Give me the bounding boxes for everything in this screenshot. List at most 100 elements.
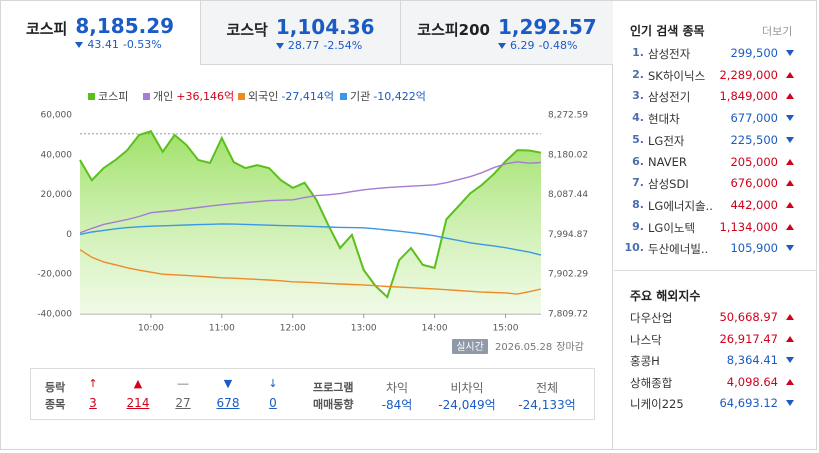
program-name: 비차익 <box>450 381 484 395</box>
y2-tick-label: 7,809.72 <box>548 310 588 320</box>
world-arrow <box>786 314 794 320</box>
tab-change: 6.29 <box>510 39 535 52</box>
index-tab[interactable]: 코스닥 1,104.36 28.77 -2.54% <box>200 0 400 65</box>
program-label: 매매동향 <box>313 398 354 411</box>
tab-value: 8,185.29 <box>75 14 175 38</box>
badge: 실시간 <box>456 341 484 353</box>
state: 장마감 <box>556 341 584 353</box>
legend-net: -10,422억 <box>373 90 426 103</box>
x-tick-label: 12:00 <box>280 324 306 334</box>
world-arrow <box>786 378 794 385</box>
stock-arrow <box>786 50 794 56</box>
world-name[interactable]: 상해종합 <box>630 375 673 390</box>
y-tick-label: -20,000 <box>37 270 72 280</box>
breadth-icon: ― <box>177 377 189 390</box>
legend-name: 외국인 <box>248 90 278 103</box>
index-tab[interactable]: 코스피 8,185.29 43.41 -0.53% <box>0 0 200 65</box>
y-tick-label: -40,000 <box>37 310 72 320</box>
stock-price: 205,000 <box>730 154 778 169</box>
tab-arrow <box>498 42 506 49</box>
tab-change: 28.77 <box>287 39 320 52</box>
series-line <box>79 161 542 234</box>
world-name[interactable]: 나스닥 <box>630 332 662 347</box>
breadth-count[interactable]: 0 <box>269 396 277 410</box>
stock-name[interactable]: 삼성전기 <box>648 90 691 105</box>
stock-name[interactable]: 삼성SDI <box>648 177 689 192</box>
kospi-area <box>80 131 541 314</box>
y2-tick-label: 8,087.44 <box>548 190 588 200</box>
breadth-count[interactable]: 678 <box>216 396 240 410</box>
stock-name[interactable]: 두산에너빌.. <box>648 242 709 257</box>
breadth-count[interactable]: 27 <box>175 396 191 410</box>
breadth-label: 등락 <box>45 381 66 394</box>
world-value: 8,364.41 <box>726 353 778 367</box>
tab-arrow <box>275 42 284 49</box>
world-arrow <box>786 357 794 363</box>
world-name[interactable]: 니케이225 <box>630 397 684 411</box>
stock-arrow <box>786 115 794 122</box>
date: 2026.05.28 <box>495 342 552 353</box>
stock-name[interactable]: NAVER <box>648 154 687 169</box>
y2-tick-label: 8,180.02 <box>548 150 588 160</box>
x-tick-label: 15:00 <box>493 324 519 334</box>
y-tick-label: 0 <box>66 230 72 240</box>
stock-name[interactable]: 삼성전자 <box>648 47 691 61</box>
stock-name[interactable]: 현대차 <box>648 112 680 127</box>
legend-swatch <box>238 93 245 100</box>
tab-name: 코스피 <box>25 20 68 38</box>
tab-arrow <box>75 41 84 48</box>
series-line <box>79 223 542 256</box>
program-value: -24,049억 <box>438 398 496 412</box>
badge-bg <box>452 339 488 354</box>
legend-label: 개인 +36,146억 <box>153 90 234 103</box>
stock-price: 442,000 <box>730 197 778 212</box>
stock-arrow <box>786 245 794 252</box>
world-arrow <box>786 400 794 406</box>
stock-price: 2,289,000 <box>719 67 778 82</box>
world-name[interactable]: 다우산업 <box>630 311 673 325</box>
y2-tick-label: 7,994.87 <box>548 230 588 240</box>
world-value: 64,693.12 <box>719 396 778 410</box>
tab-value: 1,104.36 <box>275 15 375 39</box>
world-name[interactable]: 홍콩H <box>630 354 660 368</box>
more-link[interactable]: 더보기 <box>762 25 793 38</box>
series-line <box>79 129 542 299</box>
tab-name: 코스피200 <box>417 21 490 39</box>
stock-name[interactable]: LG에너지솔.. <box>648 198 713 213</box>
legend-net: +36,146억 <box>176 90 234 103</box>
popular-title: 인기 검색 종목 <box>630 24 705 38</box>
rank: 5. <box>632 132 644 146</box>
program-value: -24,133억 <box>518 398 576 412</box>
stock-name[interactable]: SK하이닉스 <box>648 68 706 83</box>
breadth-icon: ▲ <box>133 377 143 390</box>
breadth-icon: ▼ <box>223 377 233 390</box>
stock-price: 676,000 <box>730 176 778 191</box>
breadth-count[interactable]: 214 <box>126 396 150 410</box>
breadth-icon: ↓ <box>268 377 278 390</box>
program-value: -84억 <box>381 398 413 412</box>
world-value: 4,098.64 <box>726 374 778 389</box>
stock-price: 1,849,000 <box>719 89 778 104</box>
breadth-count[interactable]: 3 <box>89 396 97 410</box>
legend-name: 코스피 <box>98 90 128 103</box>
world-arrow <box>786 335 794 342</box>
side-panel <box>613 0 817 450</box>
tab-value: 1,292.57 <box>498 15 597 39</box>
legend-swatch <box>340 93 347 100</box>
legend-swatch <box>143 93 150 100</box>
rank: 8. <box>632 197 644 211</box>
tab-rate: -0.53% <box>122 38 162 51</box>
y2-tick-label: 8,272.59 <box>548 111 588 121</box>
rank: 3. <box>632 89 644 103</box>
chart: 60,000 40,000 20,000 0 -20,000 -40,000 8,272.5… <box>37 90 588 354</box>
index-tab[interactable]: 코스피200 1,292.57 6.29 -0.48% <box>400 0 613 65</box>
stock-arrow <box>786 180 794 187</box>
world-title: 주요 해외지수 <box>630 289 701 303</box>
stock-name[interactable]: LG전자 <box>648 133 685 148</box>
stock-name[interactable]: LG이노텍 <box>648 220 696 235</box>
stock-price: 225,500 <box>730 132 778 147</box>
stock-arrow <box>786 71 794 78</box>
legend-label: 외국인 -27,414억 <box>248 90 334 103</box>
stock-price: 105,900 <box>730 241 778 256</box>
